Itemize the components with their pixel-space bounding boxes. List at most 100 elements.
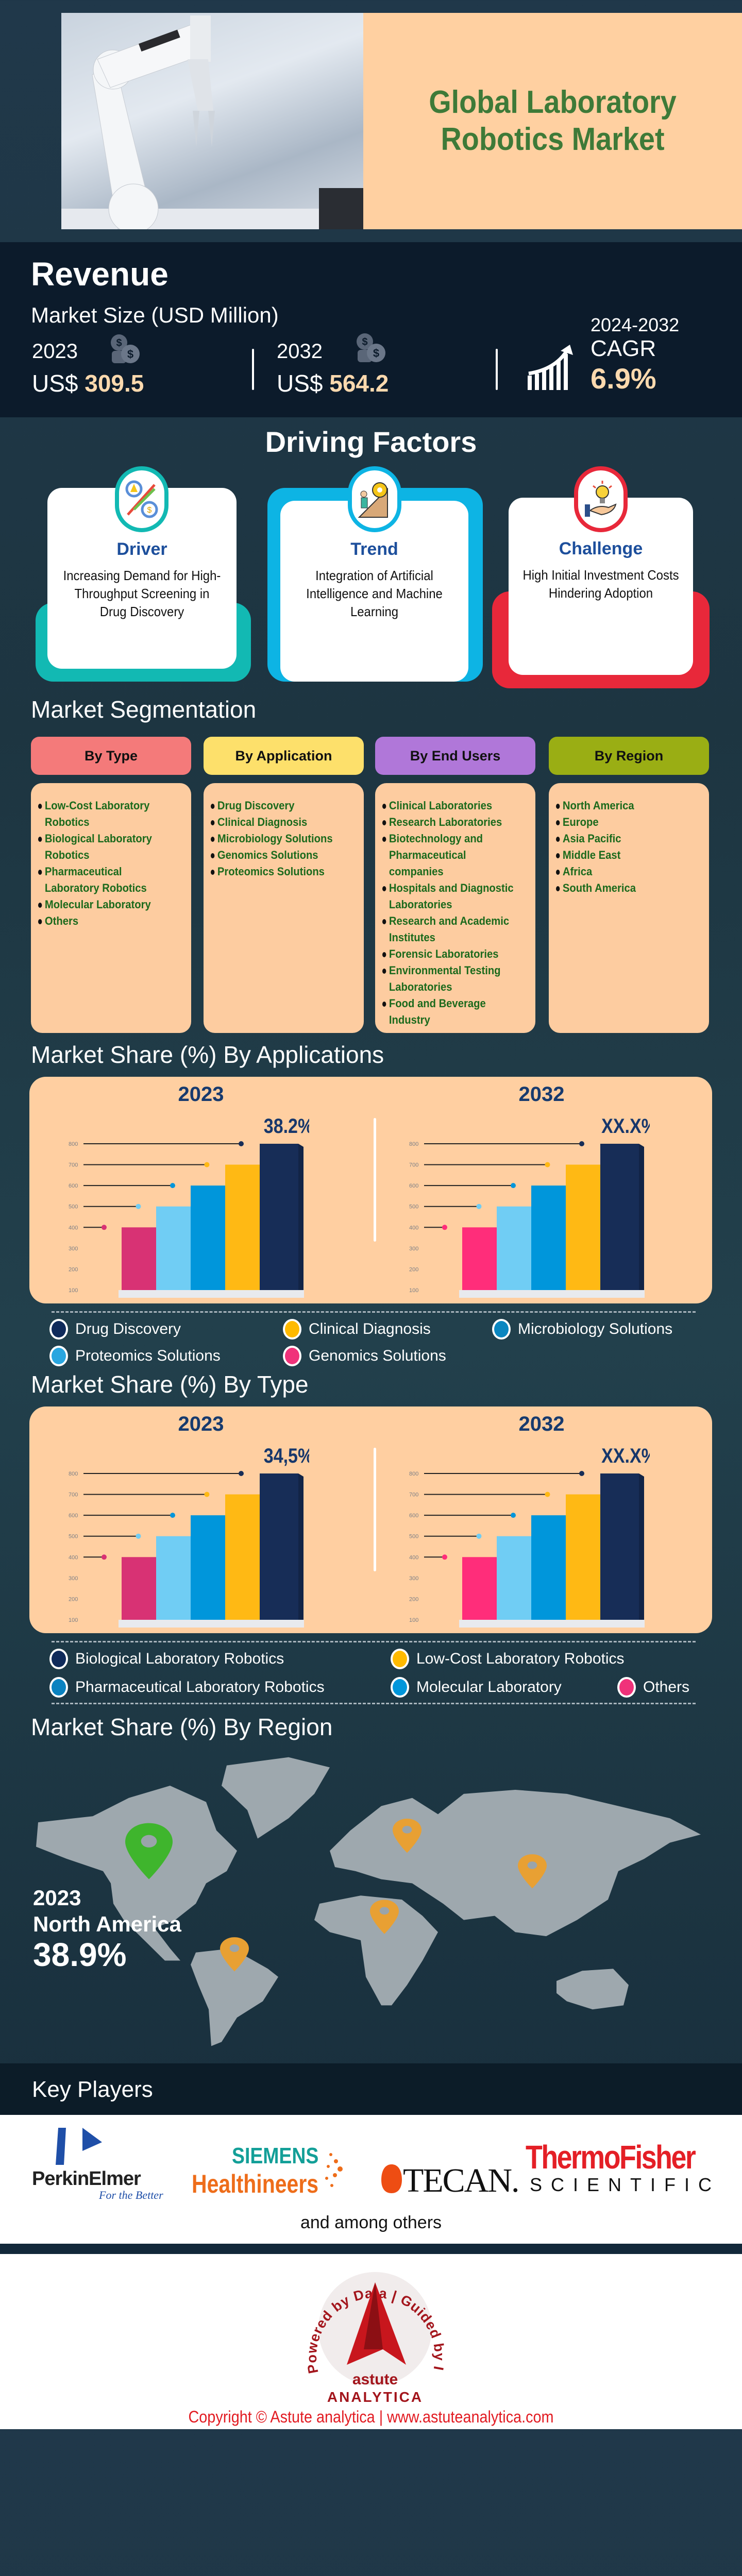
leader-dot — [239, 1471, 244, 1476]
market-size-label: Market Size (USD Million) — [31, 303, 279, 327]
leader-dot — [239, 1141, 244, 1146]
highlight-label: 38.2% — [264, 1114, 309, 1137]
y-tick-label: 700 — [409, 1162, 418, 1168]
svg-text:ANALYTICA: ANALYTICA — [327, 2389, 423, 2405]
leader-dot — [442, 1554, 447, 1560]
segment-item: North America — [556, 798, 692, 814]
copyright: Copyright © Astute analytica | www.astut… — [188, 2408, 554, 2426]
y-tick-label: 800 — [409, 1141, 418, 1147]
y-tick-label: 100 — [409, 1617, 418, 1623]
legend-item: Genomics Solutions — [283, 1346, 446, 1366]
segment-list: Clinical Laboratories Research Laboratori… — [375, 783, 535, 1033]
segment-item: Clinical Laboratories — [382, 798, 518, 814]
y-tick-label: 700 — [409, 1492, 418, 1498]
card-title: Challenge — [559, 539, 643, 558]
segment-list: Drug Discovery Clinical Diagnosis Microbio… — [204, 783, 364, 1033]
chart-base — [119, 1290, 304, 1298]
chart-year-2023: 2023 — [178, 1413, 224, 1435]
revenue-heading: Revenue — [31, 256, 168, 293]
applications-2023-chart: 100 200 300 400 500 600 700 800 38.2% — [69, 1114, 309, 1298]
segment-item: Environmental Testing Laboratories — [382, 962, 518, 995]
legend-item: Low-Cost Laboratory Robotics — [391, 1649, 625, 1669]
legend-label: Pharmaceutical Laboratory Robotics — [75, 1679, 325, 1696]
bar — [462, 1557, 501, 1620]
bar — [156, 1206, 195, 1290]
leader-dot — [511, 1513, 516, 1518]
legend-item: Biological Laboratory Robotics — [49, 1649, 284, 1669]
segment-header: By Region — [549, 737, 709, 775]
y-tick-label: 100 — [409, 1287, 418, 1294]
footer-band — [0, 2244, 742, 2254]
legend-swatch-icon — [391, 1649, 409, 1669]
chart-year-2032: 2032 — [518, 1413, 565, 1435]
applications-heading: Market Share (%) By Applications — [31, 1041, 384, 1068]
revenue-2023: US$ 309.5 — [32, 369, 144, 397]
divider — [252, 349, 254, 390]
segment-item: Biological Laboratory Robotics — [38, 831, 174, 863]
y-tick-label: 600 — [69, 1513, 78, 1519]
logo-tagline: For the Better — [99, 2189, 163, 2201]
bar — [225, 1494, 264, 1620]
bar-side — [298, 1144, 303, 1290]
svg-text:$: $ — [127, 348, 133, 361]
driving-factors-heading: Driving Factors — [265, 426, 477, 458]
chart-base — [459, 1620, 645, 1628]
segment-item: Microbiology Solutions — [211, 831, 347, 847]
segment-item: Research and Academic Institutes — [382, 913, 518, 946]
y-tick-label: 600 — [409, 1183, 418, 1189]
header: Global Laboratory Robotics Market — [0, 0, 742, 242]
segment-item: Clinical Diagnosis — [211, 814, 347, 831]
coins-icon: $$ — [111, 334, 140, 363]
logo-text: ThermoFisher — [526, 2139, 696, 2176]
astute-analytica-logo: Powered by Data | Guided by Intelligence… — [298, 2257, 447, 2405]
coins-icon: $$ — [357, 333, 385, 362]
y-tick-label: 400 — [409, 1554, 418, 1561]
bar — [531, 1515, 570, 1620]
bar — [462, 1227, 501, 1290]
chart-divider — [374, 1118, 376, 1242]
thermofisher-logo: ThermoFisher SCIENTIFIC — [526, 2138, 712, 2200]
leader-dot — [136, 1204, 141, 1209]
y-tick-label: 800 — [69, 1141, 78, 1147]
leader-dot — [579, 1471, 584, 1476]
legend-label: Clinical Diagnosis — [309, 1320, 431, 1337]
legend-item: Others — [617, 1677, 689, 1698]
type-heading: Market Share (%) By Type — [31, 1371, 309, 1398]
bar — [600, 1473, 639, 1620]
y-tick-label: 200 — [409, 1266, 418, 1273]
legend-label: Microbiology Solutions — [518, 1320, 673, 1337]
svg-text:$: $ — [373, 347, 379, 360]
chart-base — [119, 1620, 304, 1628]
legend-item: Pharmaceutical Laboratory Robotics — [49, 1677, 325, 1698]
y-tick-label: 200 — [69, 1596, 78, 1602]
svg-text:astute: astute — [352, 2371, 398, 2388]
bar — [260, 1144, 298, 1290]
leader-dot — [442, 1225, 447, 1230]
perkinelmer-logo: PerkinElmer For the Better — [31, 2128, 165, 2201]
segment-item: Forensic Laboratories — [382, 946, 518, 962]
bar — [156, 1536, 195, 1620]
bar — [531, 1185, 570, 1290]
title-panel — [363, 13, 742, 229]
leader-dot — [204, 1492, 210, 1497]
leader-dot — [545, 1162, 550, 1167]
y-tick-label: 300 — [409, 1246, 418, 1252]
segmentation-section: Market Segmentation By Type Low-Cost Labo… — [0, 696, 742, 1041]
segment-item: South America — [556, 880, 692, 896]
africa-shape — [314, 1895, 438, 2006]
bar-side — [639, 1473, 644, 1620]
legend-swatch-icon — [49, 1649, 68, 1669]
card-text: High Initial Investment Costs Hindering … — [522, 567, 679, 601]
siemens-healthineers-logo: SIEMENS Healthineers — [192, 2143, 357, 2200]
y-tick-label: 500 — [69, 1204, 78, 1210]
currency-prefix: US$ — [277, 370, 323, 397]
legend-divider — [52, 1641, 696, 1642]
legend-item: Molecular Laboratory — [391, 1677, 562, 1698]
revenue-2032: US$ 564.2 — [277, 369, 389, 397]
bar — [566, 1494, 604, 1620]
bar — [260, 1473, 298, 1620]
legend-item: Drug Discovery — [49, 1319, 181, 1340]
y-tick-label: 100 — [69, 1617, 78, 1623]
segment-item: Hospitals and Diagnostic Laboratories — [382, 880, 518, 913]
segment-item: Drug Discovery — [211, 798, 347, 814]
